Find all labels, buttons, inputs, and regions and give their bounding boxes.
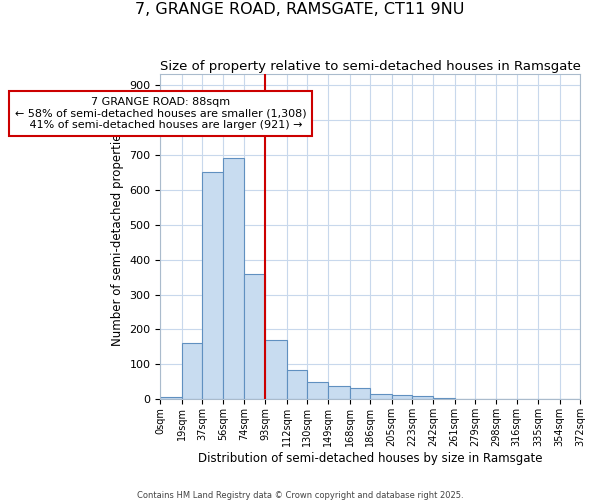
Bar bbox=[370, 394, 392, 400]
Bar bbox=[412, 396, 433, 400]
Bar bbox=[328, 386, 350, 400]
Bar bbox=[433, 398, 455, 400]
Text: 7, GRANGE ROAD, RAMSGATE, CT11 9NU: 7, GRANGE ROAD, RAMSGATE, CT11 9NU bbox=[136, 2, 464, 18]
Bar bbox=[160, 396, 182, 400]
Y-axis label: Number of semi-detached properties: Number of semi-detached properties bbox=[111, 128, 124, 346]
Bar bbox=[307, 382, 328, 400]
Title: Size of property relative to semi-detached houses in Ramsgate: Size of property relative to semi-detach… bbox=[160, 60, 581, 73]
Bar bbox=[244, 274, 265, 400]
Bar bbox=[265, 340, 287, 400]
Bar bbox=[223, 158, 244, 400]
Bar bbox=[202, 172, 223, 400]
Bar bbox=[182, 344, 202, 400]
Text: 7 GRANGE ROAD: 88sqm
← 58% of semi-detached houses are smaller (1,308)
   41% of: 7 GRANGE ROAD: 88sqm ← 58% of semi-detac… bbox=[15, 97, 307, 130]
Bar bbox=[350, 388, 370, 400]
Text: Contains HM Land Registry data © Crown copyright and database right 2025.: Contains HM Land Registry data © Crown c… bbox=[137, 490, 463, 500]
X-axis label: Distribution of semi-detached houses by size in Ramsgate: Distribution of semi-detached houses by … bbox=[198, 452, 542, 465]
Bar bbox=[392, 395, 412, 400]
Bar bbox=[287, 370, 307, 400]
